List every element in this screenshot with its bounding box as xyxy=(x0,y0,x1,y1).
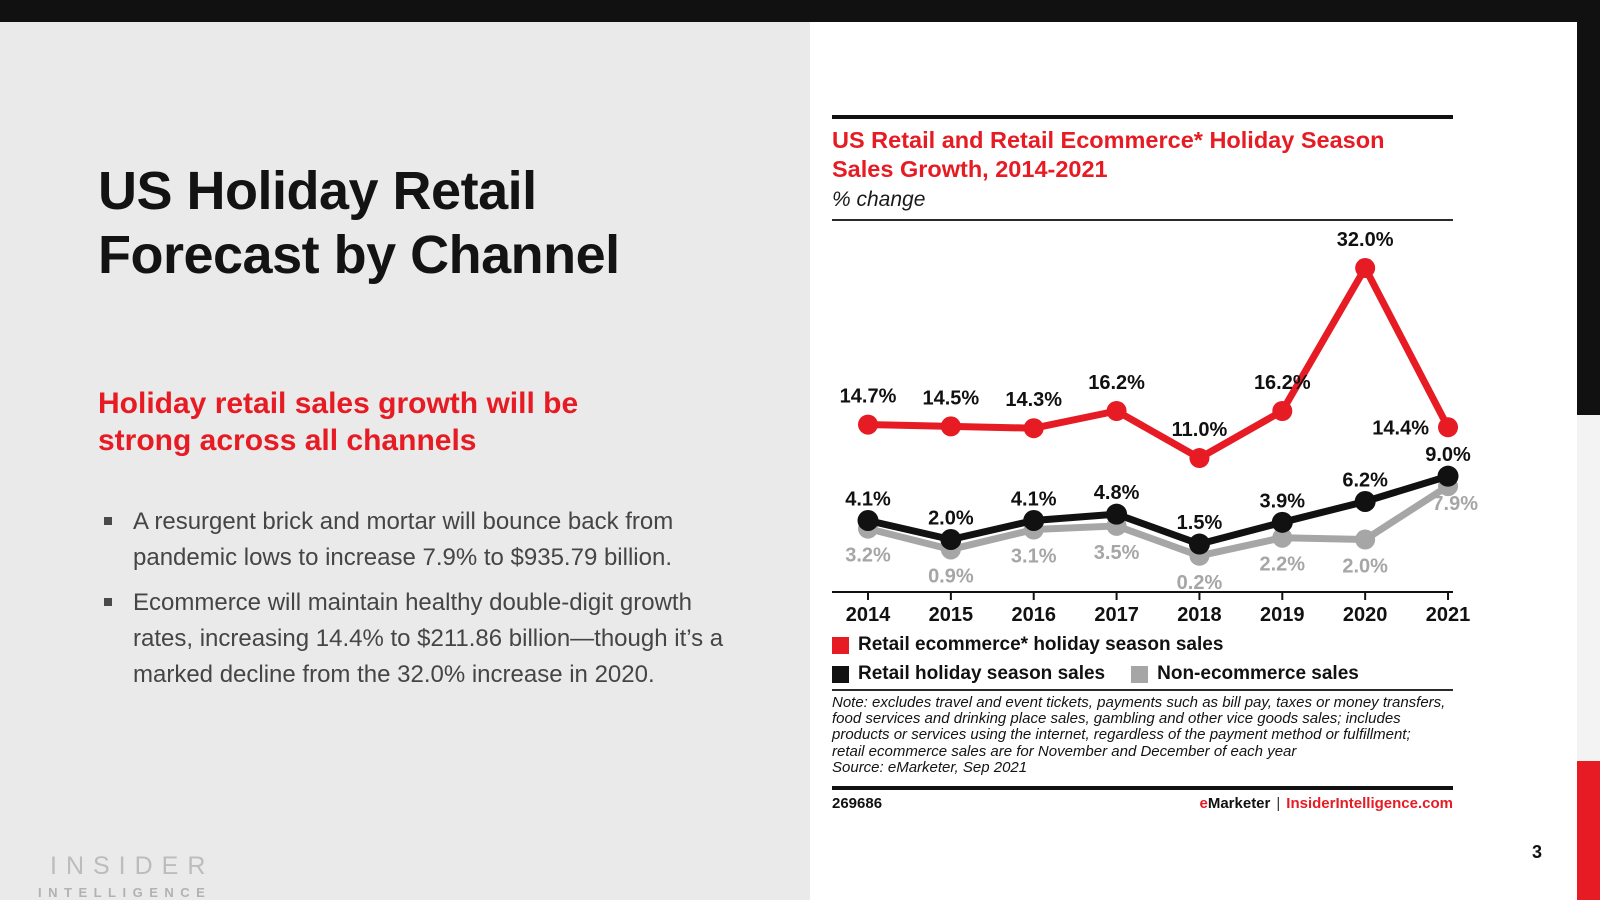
x-tick-label: 2021 xyxy=(1426,604,1471,626)
series-line-2 xyxy=(864,482,1452,560)
chart-panel: US Retail and Retail Ecommerce* Holiday … xyxy=(810,22,1577,900)
series-dot-1 xyxy=(1354,491,1376,512)
bullet-square-icon xyxy=(104,517,112,525)
footer-brand: eMarketer | InsiderIntelligence.com xyxy=(1199,795,1453,812)
x-tick-label: 2018 xyxy=(1177,604,1222,626)
series-dot-1 xyxy=(1437,465,1459,487)
page-title: US Holiday Retail Forecast by Channel xyxy=(98,161,620,285)
chart-svg: 2014 2015 2016 2017 2018 2019 2020 2021 3.2% 0.9%… xyxy=(832,229,1478,626)
series-line-0 xyxy=(864,264,1452,462)
x-tick-label: 2017 xyxy=(1094,604,1139,626)
legend-row: Retail holiday season sales Non-ecommerce… xyxy=(832,663,1385,685)
legend-row: Retail ecommerce* holiday season sales xyxy=(832,634,1385,656)
series-dot-0 xyxy=(858,414,878,435)
data-label: 1.5% xyxy=(1177,512,1223,534)
edge-strip-gray xyxy=(1577,415,1600,761)
x-tick-label: 2019 xyxy=(1260,604,1305,626)
bullet-item: A resurgent brick and mortar will bounce… xyxy=(104,504,734,576)
edge-strip-red xyxy=(1577,761,1600,900)
data-label: 3.5% xyxy=(1094,542,1140,564)
series-dot-2 xyxy=(1355,529,1376,550)
series-dot-1 xyxy=(857,510,879,532)
brand-emarketer-e: e xyxy=(1199,795,1208,812)
series-dot-1 xyxy=(1271,511,1293,533)
section-heading: Holiday retail sales growth will be stro… xyxy=(98,387,579,457)
series-dot-0 xyxy=(1355,258,1376,279)
chart-note: Note: excludes travel and event tickets,… xyxy=(832,694,1446,776)
data-label: 0.2% xyxy=(1177,572,1223,594)
data-label: 2.2% xyxy=(1260,554,1306,576)
footer-separator: | xyxy=(1276,795,1281,812)
series-dot-0 xyxy=(1189,448,1210,469)
edge-strip-black xyxy=(1577,0,1600,415)
bullet-square-icon xyxy=(104,598,112,606)
chart-subtitle: % change xyxy=(832,188,926,211)
legend-entry: Retail ecommerce* holiday season sales xyxy=(832,634,1223,656)
data-label: 16.2% xyxy=(1254,372,1311,394)
logo-intelligence: INTELLIGENCE xyxy=(38,885,212,900)
data-label: 11.0% xyxy=(1172,419,1228,441)
legend-label: Retail holiday season sales xyxy=(858,663,1106,684)
rule-mid xyxy=(832,219,1453,221)
bullet-text: Ecommerce will maintain healthy double-d… xyxy=(133,589,724,688)
data-label: 2.0% xyxy=(1342,556,1388,578)
data-label: 14.3% xyxy=(1005,389,1062,411)
data-label: 2.0% xyxy=(928,508,974,530)
series-dot-0 xyxy=(1023,418,1044,439)
series-dot-1 xyxy=(1106,503,1128,525)
series-dot-0 xyxy=(1106,401,1127,421)
chart-legend: Retail ecommerce* holiday season sales Re… xyxy=(832,634,1385,692)
chart-title: US Retail and Retail Ecommerce* Holiday … xyxy=(832,127,1385,182)
x-tick-label: 2020 xyxy=(1343,604,1388,626)
series-line-1 xyxy=(864,472,1452,548)
bullet-item: Ecommerce will maintain healthy double-d… xyxy=(104,585,734,693)
x-tick-label: 2015 xyxy=(929,604,974,626)
series-dot-1 xyxy=(1188,533,1210,555)
footer-report-id: 269686 xyxy=(832,795,883,812)
data-label: 14.5% xyxy=(923,387,980,409)
series-dot-1 xyxy=(1023,510,1045,532)
series-dot-0 xyxy=(1272,401,1293,421)
series-dot-0 xyxy=(940,416,961,437)
data-label: 32.0% xyxy=(1337,229,1394,251)
data-label: 6.2% xyxy=(1342,470,1388,492)
bullet-text: A resurgent brick and mortar will bounce… xyxy=(133,508,674,571)
top-bar xyxy=(0,0,1600,22)
data-label: 4.8% xyxy=(1094,482,1140,504)
data-label: 3.9% xyxy=(1260,490,1306,512)
rule-top xyxy=(832,115,1453,119)
left-pane: US Holiday Retail Forecast by Channel Ho… xyxy=(0,22,810,900)
footer-site-link: InsiderIntelligence.com xyxy=(1286,795,1453,812)
data-label: 9.0% xyxy=(1425,444,1471,466)
data-label: 14.7% xyxy=(840,386,897,408)
brand-emarketer-rest: Marketer xyxy=(1207,795,1271,812)
legend-label: Non-ecommerce sales xyxy=(1157,663,1359,684)
data-label: 14.4% xyxy=(1372,417,1429,439)
logo-insider: INSIDER xyxy=(50,852,215,880)
series-dot-1 xyxy=(940,529,962,551)
data-label: 3.1% xyxy=(1011,546,1057,568)
page-number: 3 xyxy=(1532,842,1543,862)
legend-swatch-icon xyxy=(1131,665,1149,683)
bullet-list: A resurgent brick and mortar will bounce… xyxy=(104,504,734,702)
legend-swatch-icon xyxy=(832,665,849,683)
x-tick-label: 2016 xyxy=(1011,604,1056,626)
rule-note xyxy=(832,689,1453,691)
rule-bottom xyxy=(832,786,1453,790)
data-label: 16.2% xyxy=(1088,372,1145,394)
data-label: 7.9% xyxy=(1432,493,1478,515)
legend-entry: Non-ecommerce sales xyxy=(1131,663,1359,685)
legend-label: Retail ecommerce* holiday season sales xyxy=(858,634,1224,655)
legend-swatch-icon xyxy=(832,636,849,654)
data-label: 3.2% xyxy=(845,545,891,567)
x-tick-label: 2014 xyxy=(846,604,891,626)
data-label: 4.1% xyxy=(845,489,891,511)
series-dot-0 xyxy=(1438,417,1459,438)
data-label: 0.9% xyxy=(928,565,974,587)
series-dot-2 xyxy=(1272,527,1293,548)
insider-intelligence-logo: INSIDER INTELLIGENCE xyxy=(38,852,214,900)
legend-entry: Retail holiday season sales xyxy=(832,663,1105,685)
data-label: 4.1% xyxy=(1011,489,1057,511)
